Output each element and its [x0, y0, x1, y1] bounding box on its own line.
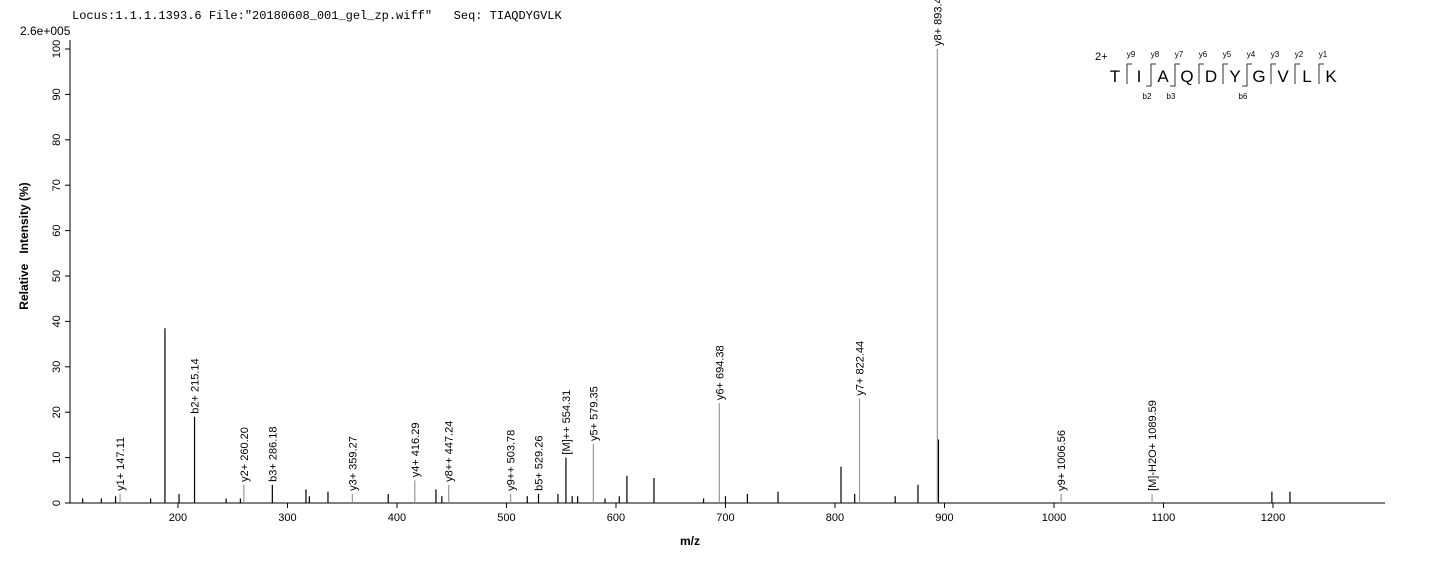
x-tick-label: 1100 [1152, 512, 1176, 524]
b-ion-label: b3 [1167, 92, 1176, 101]
y-ion-label: y7 [1175, 50, 1184, 59]
residue: L [1302, 67, 1311, 86]
y-tick-label: 80 [51, 134, 63, 146]
x-tick-label: 300 [278, 512, 296, 524]
y-ion-label: y8 [1151, 50, 1160, 59]
y-ion-bracket [1318, 63, 1324, 84]
charge: 2+ [1095, 51, 1108, 63]
peak-label: y4+ 416.29 [410, 423, 422, 478]
y-ion-bracket [1174, 63, 1180, 84]
y-tick-label: 70 [51, 179, 63, 191]
y-tick-label: 50 [51, 270, 63, 282]
peak-label: [M]-H2O+ 1089.59 [1147, 400, 1159, 491]
peak-label: y9++ 503.78 [506, 430, 518, 491]
peak-label: y6+ 694.38 [714, 345, 726, 400]
x-tick-label: 1000 [1042, 512, 1066, 524]
x-tick-label: 400 [388, 512, 406, 524]
x-tick-label: 500 [497, 512, 515, 524]
peak-label: y3+ 359.27 [347, 436, 359, 491]
y-ion-label: y1 [1319, 50, 1328, 59]
residue: V [1277, 67, 1289, 86]
peak-label: b3+ 286.18 [267, 426, 279, 481]
b-ion-bracket [1170, 64, 1176, 87]
residue: Y [1229, 67, 1240, 86]
peak-label: [M]++ 554.31 [561, 390, 573, 455]
peak-label: y8++ 447.24 [444, 421, 456, 482]
y-tick-label: 30 [51, 361, 63, 373]
x-tick-label: 700 [716, 512, 734, 524]
y-ion-label: y6 [1199, 50, 1208, 59]
y-ion-label: y3 [1271, 50, 1280, 59]
residue: I [1137, 67, 1142, 86]
y-tick-label: 10 [51, 451, 63, 463]
b-ion-label: b6 [1239, 92, 1248, 101]
peak-label: y5+ 579.35 [588, 386, 600, 441]
y-ion-bracket [1294, 63, 1300, 84]
peak-label: y7+ 822.44 [855, 341, 867, 396]
y-ion-label: y9 [1127, 50, 1136, 59]
b-ion-label: b2 [1143, 92, 1152, 101]
residue: K [1325, 67, 1337, 86]
y-tick-label: 90 [51, 88, 63, 100]
x-tick-label: 900 [935, 512, 953, 524]
y-ion-bracket [1270, 63, 1276, 84]
y-tick-label: 0 [51, 500, 63, 506]
residue: D [1205, 67, 1217, 86]
peak-label: b2+ 215.14 [190, 358, 202, 413]
y-tick-label: 20 [51, 406, 63, 418]
y-ion-label: y5 [1223, 50, 1232, 59]
peak-label: b5+ 529.26 [534, 436, 546, 491]
residue: Q [1180, 67, 1193, 86]
y-tick-label: 100 [51, 40, 63, 58]
y-ion-bracket [1246, 63, 1252, 84]
x-tick-label: 800 [826, 512, 844, 524]
y-axis-label: Relative Intensity (%) [17, 182, 31, 309]
b-ion-bracket [1146, 64, 1152, 87]
x-tick-label: 1200 [1261, 512, 1285, 524]
y-ion-bracket [1198, 63, 1204, 84]
peak-label: y1+ 147.11 [115, 437, 127, 491]
scale-label: 2.6e+005 [20, 24, 71, 38]
y-ion-label: y4 [1247, 50, 1256, 59]
y-ion-bracket [1222, 63, 1228, 84]
x-tick-label: 600 [607, 512, 625, 524]
y-ion-bracket [1150, 63, 1156, 84]
y-tick-label: 60 [51, 224, 63, 236]
residue: G [1252, 67, 1265, 86]
peak-label: y2+ 260.20 [239, 427, 251, 482]
x-tick-label: 200 [169, 512, 187, 524]
peak-label: y9+ 1006.56 [1056, 430, 1068, 491]
y-ion-bracket [1126, 63, 1132, 84]
y-tick-label: 40 [51, 315, 63, 327]
y-ion-label: y2 [1295, 50, 1304, 59]
peak-label: y8+ 893.47 [932, 0, 944, 46]
b-ion-bracket [1242, 64, 1248, 87]
residue: T [1110, 67, 1120, 86]
residue: A [1157, 67, 1169, 86]
header: Locus:1.1.1.1393.6 File:"20180608_001_ge… [72, 9, 562, 23]
x-axis-label: m/z [680, 534, 700, 548]
